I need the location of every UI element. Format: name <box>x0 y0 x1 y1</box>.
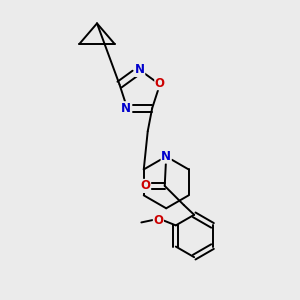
Text: O: O <box>153 214 164 226</box>
Text: N: N <box>121 102 131 115</box>
Text: N: N <box>135 63 145 76</box>
Text: O: O <box>155 76 165 90</box>
Text: N: N <box>161 150 171 163</box>
Text: O: O <box>141 179 151 192</box>
